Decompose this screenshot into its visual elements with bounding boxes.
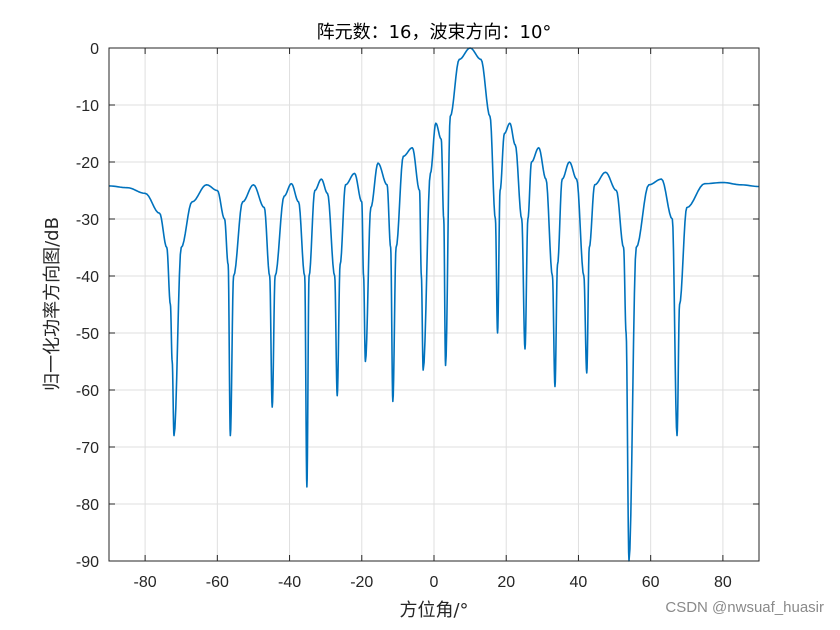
x-axis-label: 方位角/°	[399, 600, 468, 621]
y-tick-label: 0	[90, 41, 99, 58]
x-tick-label: 80	[714, 574, 732, 591]
y-tick-label: -30	[76, 212, 99, 229]
chart-title: 阵元数：16，波束方向：10°	[317, 22, 552, 43]
y-tick-label: -10	[76, 98, 99, 115]
watermark: CSDN @nwsuaf_huasir	[665, 599, 824, 616]
plot-frame	[108, 47, 760, 562]
series-layer	[108, 47, 760, 562]
y-axis-label: 归一化功率方向图/dB	[42, 217, 63, 391]
y-tick-label: -60	[76, 383, 99, 400]
y-tick-label: -40	[76, 269, 99, 286]
x-tick-label: -20	[350, 574, 373, 591]
y-tick-label: -70	[76, 440, 99, 457]
x-tick-label: -40	[278, 574, 301, 591]
tick-labels: -80 -60 -40 -20 0 20 40 60 80 0 -10 -20 -30 -40 -50 -60…	[76, 41, 732, 591]
x-tick-label: 40	[570, 574, 588, 591]
x-tick-label: 20	[497, 574, 515, 591]
series-line	[108, 47, 760, 562]
y-tick-label: -90	[76, 554, 99, 571]
y-tick-label: -80	[76, 497, 99, 514]
y-tick-label: -50	[76, 326, 99, 343]
x-tick-label: 60	[642, 574, 660, 591]
ticks	[109, 47, 759, 562]
y-tick-label: -20	[76, 155, 99, 172]
x-tick-label: 0	[430, 574, 439, 591]
x-tick-label: -60	[206, 574, 229, 591]
x-tick-label: -80	[134, 574, 157, 591]
